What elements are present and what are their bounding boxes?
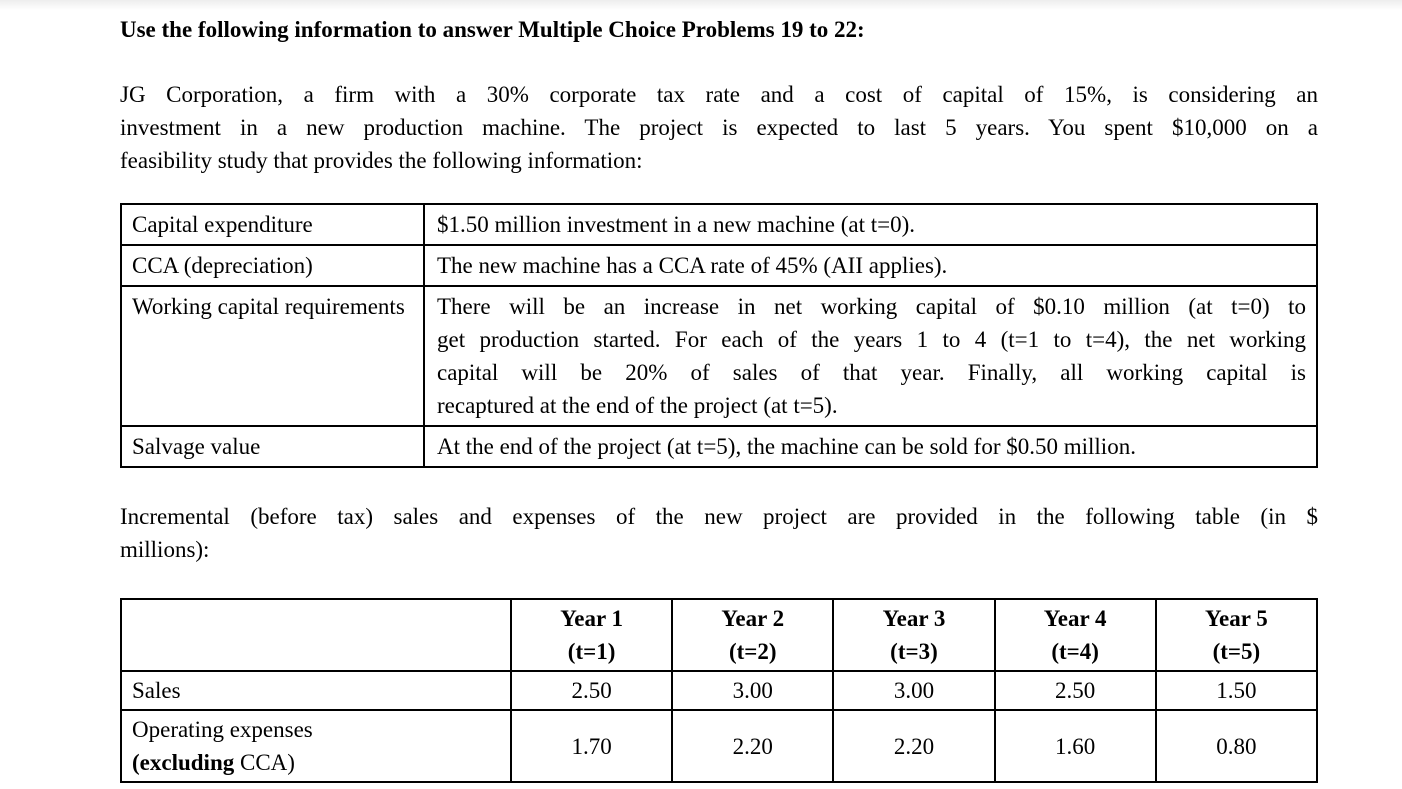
operating-expenses-row: Operating expenses (excluding CCA) 1.70 … <box>120 709 1319 783</box>
paragraph-line: millions): <box>120 537 210 562</box>
description-line: There will be an increase in net working… <box>437 294 1306 319</box>
table-row-working-capital: Working capital requirements There will … <box>120 285 1318 427</box>
value-cell: 0.80 <box>1154 709 1319 783</box>
paragraph-line: JG Corporation, a firm with a 30% corpor… <box>120 82 1318 107</box>
paragraph-line: Incremental (before tax) sales and expen… <box>120 504 1318 529</box>
row-label-line: Operating expenses <box>132 717 313 742</box>
table-row-capital-expenditure: Capital expenditure $1.50 million invest… <box>120 203 1318 246</box>
column-header-year1: Year 1 (t=1) <box>509 598 674 672</box>
value-cell: 1.50 <box>1154 670 1319 711</box>
row-label-line: (excluding CCA) <box>132 746 500 779</box>
paragraph-line: feasibility study that provides the foll… <box>120 148 643 173</box>
between-tables-paragraph: Incremental (before tax) sales and expen… <box>120 500 1318 566</box>
value-cell: 1.70 <box>509 709 674 783</box>
row-label-cell: Salvage value <box>120 425 425 468</box>
row-description-cell: $1.50 million investment in a new machin… <box>423 203 1318 246</box>
row-label-cell: Operating expenses (excluding CCA) <box>120 709 512 783</box>
project-info-table: Capital expenditure $1.50 million invest… <box>120 203 1318 468</box>
value-cell: 3.00 <box>832 670 996 711</box>
sales-row: Sales 2.50 3.00 3.00 2.50 1.50 <box>120 670 1319 711</box>
bold-text-fragment: (excluding <box>132 750 235 775</box>
description-line: get production started. For each of the … <box>437 327 1306 352</box>
row-label-cell: Capital expenditure <box>120 203 425 246</box>
row-description-cell: At the end of the project (at t=5), the … <box>423 425 1318 468</box>
time-label: (t=1) <box>567 639 616 664</box>
column-header-year3: Year 3 (t=3) <box>832 598 996 672</box>
year-label: Year 1 <box>560 606 623 631</box>
intro-paragraph: JG Corporation, a firm with a 30% corpor… <box>120 78 1318 177</box>
value-cell: 3.00 <box>671 670 835 711</box>
year-label: Year 4 <box>1043 606 1107 631</box>
row-description-cell: There will be an increase in net working… <box>423 285 1318 427</box>
document-heading: Use the following information to answer … <box>120 17 865 42</box>
sales-expenses-table: Year 1 (t=1) Year 2 (t=2) Year 3 (t=3) Y… <box>120 598 1319 783</box>
row-label-cell: Working capital requirements <box>120 285 425 427</box>
paragraph-line: investment in a new production machine. … <box>120 115 1318 140</box>
row-label-cell: CCA (depreciation) <box>120 244 425 287</box>
description-line: recaptured at the end of the project (at… <box>437 393 838 418</box>
value-cell: 2.20 <box>671 709 835 783</box>
text-fragment: CCA) <box>234 750 295 775</box>
value-cell: 2.50 <box>509 670 674 711</box>
year-label: Year 2 <box>721 606 785 631</box>
value-cell: 2.50 <box>993 670 1157 711</box>
row-label-cell: Sales <box>120 670 512 711</box>
row-description-cell: The new machine has a CCA rate of 45% (A… <box>423 244 1318 287</box>
time-label: (t=2) <box>728 639 777 664</box>
time-label: (t=5) <box>1212 639 1261 664</box>
column-header-year2: Year 2 (t=2) <box>671 598 835 672</box>
table-row-cca-depreciation: CCA (depreciation) The new machine has a… <box>120 244 1318 287</box>
table-row-salvage-value: Salvage value At the end of the project … <box>120 425 1318 468</box>
year-label: Year 5 <box>1204 606 1268 631</box>
description-line: capital will be 20% of sales of that yea… <box>437 360 1306 385</box>
value-cell: 1.60 <box>993 709 1157 783</box>
time-label: (t=3) <box>890 639 938 664</box>
page-top-shadow <box>0 0 1402 10</box>
year-label: Year 3 <box>882 606 946 631</box>
time-label: (t=4) <box>1051 639 1099 664</box>
value-cell: 2.20 <box>832 709 996 783</box>
table-header-row: Year 1 (t=1) Year 2 (t=2) Year 3 (t=3) Y… <box>120 598 1319 672</box>
column-header-year4: Year 4 (t=4) <box>993 598 1157 672</box>
column-header-year5: Year 5 (t=5) <box>1154 598 1319 672</box>
empty-corner-cell <box>120 598 512 672</box>
